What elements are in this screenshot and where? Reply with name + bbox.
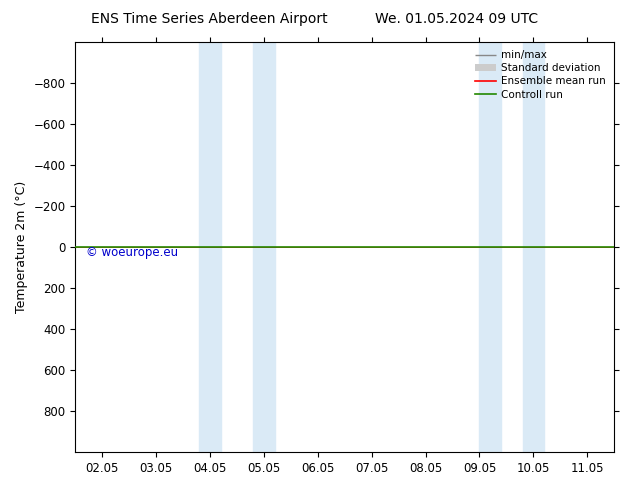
Y-axis label: Temperature 2m (°C): Temperature 2m (°C) [15, 181, 28, 313]
Legend: min/max, Standard deviation, Ensemble mean run, Controll run: min/max, Standard deviation, Ensemble me… [472, 47, 609, 103]
Bar [253, 42, 275, 452]
Bar [522, 42, 544, 452]
Text: © woeurope.eu: © woeurope.eu [86, 246, 178, 259]
Bar [199, 42, 221, 452]
Bar [479, 42, 501, 452]
Text: We. 01.05.2024 09 UTC: We. 01.05.2024 09 UTC [375, 12, 538, 26]
Text: ENS Time Series Aberdeen Airport: ENS Time Series Aberdeen Airport [91, 12, 328, 26]
